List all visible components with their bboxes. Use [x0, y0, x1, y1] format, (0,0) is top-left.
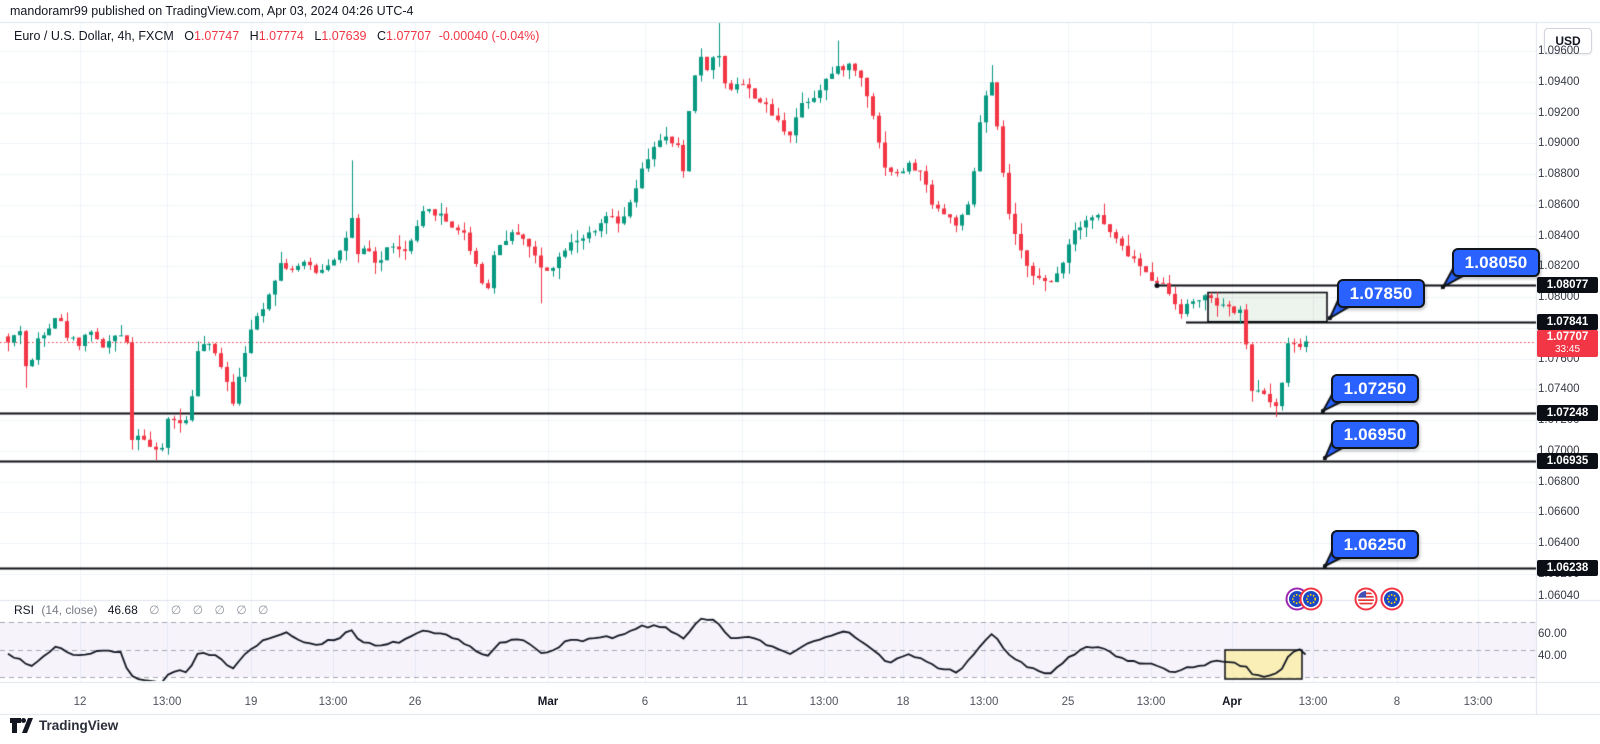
price-axis-label: 1.08000: [1538, 291, 1580, 303]
price-level-tag: 1.06238: [1537, 559, 1598, 576]
price-callout-label[interactable]: 1.08050: [1452, 248, 1540, 277]
rsi-title: RSI: [14, 603, 35, 617]
price-callout-label[interactable]: 1.07850: [1337, 279, 1425, 308]
rsi-indicator-label[interactable]: RSI (14, close) 46.68 ∅ ∅ ∅ ∅ ∅ ∅: [14, 603, 273, 617]
time-axis-label: 8: [1393, 696, 1401, 708]
tradingview-logo-icon: [10, 718, 33, 733]
time-axis-label: 13:00: [809, 696, 839, 708]
price-callout-label[interactable]: 1.06950: [1331, 420, 1419, 449]
low-value: 1.07639: [321, 29, 367, 43]
open-value: 1.07747: [194, 29, 240, 43]
time-axis-label: 13:00: [318, 696, 348, 708]
price-level-tag: 1.06935: [1537, 452, 1598, 469]
price-axis-label: 1.08800: [1538, 168, 1580, 180]
price-axis-label: 1.06600: [1538, 506, 1580, 518]
high-value: 1.07774: [258, 29, 304, 43]
price-axis-label: 1.07400: [1538, 383, 1580, 395]
close-label: C: [377, 29, 387, 43]
time-axis-label: 26: [408, 696, 422, 708]
rsi-value: 46.68: [107, 603, 138, 617]
currency-usd-button[interactable]: USD: [1544, 28, 1592, 54]
bar-countdown: 33:45: [1554, 344, 1581, 355]
time-axis-label: 19: [244, 696, 258, 708]
price-axis-label: 1.06400: [1538, 537, 1580, 549]
tradingview-logo[interactable]: TradingView: [10, 718, 118, 733]
price-axis-label: 1.09200: [1538, 107, 1580, 119]
eu-flag-event-icon[interactable]: [1299, 587, 1323, 611]
price-level-tag: 1.07841: [1537, 313, 1598, 330]
rsi-axis-label: 60.00: [1538, 628, 1567, 640]
symbol-info-bar[interactable]: Euro / U.S. Dollar, 4h, FXCM O1.07747 H1…: [14, 29, 539, 43]
price-axis-label: 1.09400: [1538, 76, 1580, 88]
eu-flag-event-icon[interactable]: [1380, 587, 1404, 611]
time-axis-label: Apr: [1222, 696, 1242, 708]
change-value: -0.00040 (-0.04%): [438, 29, 540, 43]
price-axis-label: 1.08400: [1538, 230, 1580, 242]
high-label: H: [249, 29, 259, 43]
price-axis-label: 1.06040: [1538, 590, 1580, 602]
current-price-tag: 1.07707 33:45: [1537, 330, 1598, 357]
rsi-empty-values: ∅ ∅ ∅ ∅ ∅ ∅: [149, 603, 273, 617]
symbol-description: Euro / U.S. Dollar, 4h, FXCM: [14, 29, 174, 43]
time-axis-label: 12: [73, 696, 87, 708]
price-callout-label[interactable]: 1.06250: [1331, 530, 1419, 559]
tradingview-logo-text: TradingView: [39, 718, 119, 733]
time-axis-label: 13:00: [152, 696, 182, 708]
time-axis-label: 13:00: [1298, 696, 1328, 708]
close-value: 1.07707: [386, 29, 432, 43]
attribution-text: mandoramr99 published on TradingView.com…: [10, 4, 414, 18]
price-axis-label: 1.08600: [1538, 199, 1580, 211]
time-axis-label: 13:00: [1136, 696, 1166, 708]
time-axis-label: 25: [1061, 696, 1075, 708]
price-level-tag: 1.07248: [1537, 404, 1598, 421]
low-label: L: [314, 29, 322, 43]
time-axis-label: Mar: [537, 696, 559, 708]
us-flag-event-icon[interactable]: [1354, 587, 1378, 611]
price-axis-label: 1.09600: [1538, 45, 1580, 57]
price-callout-label[interactable]: 1.07250: [1331, 374, 1419, 403]
price-axis-label: 1.06800: [1538, 476, 1580, 488]
time-axis-label: 11: [736, 696, 748, 708]
time-axis-label: 13:00: [969, 696, 999, 708]
time-axis-label: 18: [896, 696, 910, 708]
time-axis-label: 6: [641, 696, 649, 708]
rsi-axis-label: 40.00: [1538, 650, 1567, 662]
time-axis-label: 13:00: [1463, 696, 1493, 708]
current-price-value: 1.07707: [1546, 331, 1589, 343]
price-level-tag: 1.08077: [1537, 277, 1598, 294]
open-label: O: [184, 29, 194, 43]
price-axis-label: 1.09000: [1538, 137, 1580, 149]
rsi-params: (14, close): [41, 603, 98, 617]
price-axis-label: 1.08200: [1538, 260, 1580, 272]
